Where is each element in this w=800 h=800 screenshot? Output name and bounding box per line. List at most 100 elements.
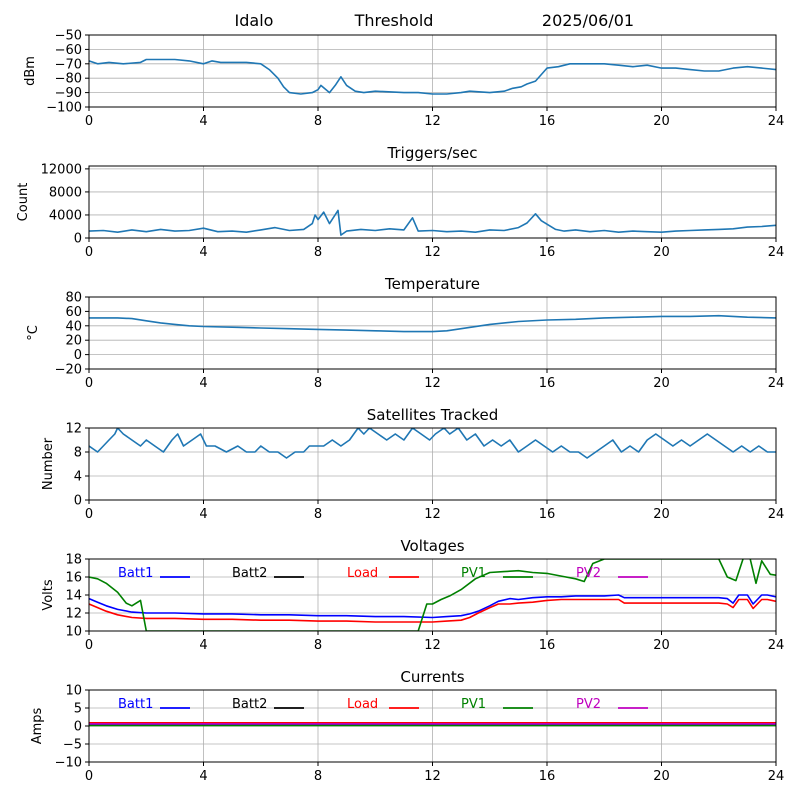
series-group — [89, 559, 776, 631]
y-tick-label: −80 — [55, 72, 82, 87]
x-tick-label: 24 — [768, 376, 785, 391]
legend-label-load: Load — [347, 566, 378, 581]
x-tick-label: 16 — [539, 114, 556, 129]
x-tick-label: 16 — [539, 376, 556, 391]
x-tick-label: 20 — [653, 114, 670, 129]
panel-title: Triggers/sec — [387, 144, 478, 162]
chart-panel-1: 0 4 8 12 16 20 24 −100−90−80−70−60−50 dBm — [23, 29, 784, 130]
y-tick-label: 16 — [65, 571, 82, 586]
x-tick-label: 20 — [653, 245, 670, 260]
x-tick-label: 12 — [424, 376, 441, 391]
chart-panel-6: 0 4 8 12 16 20 24 −10 −5 0 5 10 Amps Currents Batt1 Bat… — [30, 668, 784, 784]
series-group — [89, 721, 776, 727]
y-tick-label: 4000 — [49, 208, 82, 223]
y-tick-label: −10 — [55, 756, 82, 771]
x-tick-label: 0 — [85, 638, 93, 653]
x-tick-label: 20 — [653, 507, 670, 522]
series-line-batt1 — [89, 594, 776, 619]
legend-label-pv2: PV2 — [576, 697, 601, 712]
y-tick-label: 12000 — [41, 162, 82, 177]
x-tick-label: 16 — [539, 507, 556, 522]
legend-label-pv1: PV1 — [461, 697, 486, 712]
x-tick-label: 12 — [424, 638, 441, 653]
x-tick-label: 8 — [314, 638, 322, 653]
y-tick-label: 40 — [65, 319, 82, 334]
y-tick-label: 8000 — [49, 185, 82, 200]
x-tick-label: 24 — [768, 507, 785, 522]
y-tick-label: −60 — [55, 43, 82, 58]
y-tick-label: −50 — [55, 29, 82, 44]
x-tick-label: 4 — [199, 376, 207, 391]
x-tick-label: 0 — [85, 769, 93, 784]
x-tick-label: 4 — [199, 114, 207, 129]
y-tick-label: 0 — [74, 232, 82, 247]
header-station: Idalo — [235, 11, 274, 30]
panel-title: Satellites Tracked — [367, 406, 498, 424]
x-tick-label: 4 — [199, 507, 207, 522]
y-tick-label: −70 — [55, 57, 82, 72]
y-tick-label: 5 — [74, 702, 82, 717]
series-line-1 — [89, 58, 776, 95]
y-tick-label: 80 — [65, 291, 82, 306]
x-tick-label: 8 — [314, 114, 322, 129]
x-tick-label: 0 — [85, 376, 93, 391]
chart-panel-5: 0 4 8 12 16 20 24 10 12 14 16 18 Volts Voltages Batt1 B… — [41, 537, 784, 653]
panel-title: Voltages — [400, 537, 464, 555]
x-tick-label: 8 — [314, 376, 322, 391]
x-tick-label: 20 — [653, 769, 670, 784]
y-tick-label: 12 — [65, 607, 82, 622]
chart-panel-4: 0 4 8 12 16 20 24 0 4 8 12 Number Satellites Tracked — [41, 406, 784, 522]
x-tick-label: 16 — [539, 769, 556, 784]
x-tick-label: 16 — [539, 245, 556, 260]
y-axis-label: °C — [26, 325, 41, 341]
legend-label-pv1: PV1 — [461, 566, 486, 581]
series-group — [89, 314, 776, 333]
x-tick-label: 20 — [653, 638, 670, 653]
x-tick-label: 24 — [768, 114, 785, 129]
chart-panel-2: 0 4 8 12 16 20 24 0 4000 8000 12000 Count Triggers/s… — [16, 144, 784, 260]
x-tick-label: 12 — [424, 245, 441, 260]
x-tick-label: 24 — [768, 638, 785, 653]
y-tick-label: 60 — [65, 305, 82, 320]
y-tick-label: 10 — [65, 625, 82, 640]
x-tick-label: 8 — [314, 507, 322, 522]
y-tick-label: 18 — [65, 553, 82, 568]
y-tick-label: 4 — [74, 470, 82, 485]
y-axis-label: Count — [16, 183, 31, 222]
y-tick-label: 0 — [74, 494, 82, 509]
panel-title: Temperature — [384, 275, 480, 293]
y-tick-label: 10 — [65, 684, 82, 699]
series-group — [89, 209, 776, 236]
y-tick-label: 12 — [65, 422, 82, 437]
header-date: 2025/06/01 — [542, 11, 634, 30]
y-axis-label: Amps — [30, 707, 45, 744]
series-line-1 — [89, 314, 776, 333]
y-tick-label: 0 — [74, 348, 82, 363]
x-tick-label: 24 — [768, 245, 785, 260]
x-tick-label: 12 — [424, 507, 441, 522]
x-tick-label: 0 — [85, 507, 93, 522]
series-line-1 — [89, 209, 776, 236]
y-axis-label: dBm — [23, 56, 38, 86]
panel-title: Currents — [400, 668, 464, 686]
y-tick-label: −100 — [46, 101, 82, 116]
y-axis-label: Number — [41, 437, 56, 490]
legend-label-pv2: PV2 — [576, 566, 601, 581]
x-tick-label: 4 — [199, 245, 207, 260]
series-group — [89, 58, 776, 95]
y-axis-label: Volts — [41, 579, 56, 611]
series-group — [89, 428, 776, 459]
x-tick-label: 4 — [199, 769, 207, 784]
x-tick-label: 12 — [424, 769, 441, 784]
legend-label-load: Load — [347, 697, 378, 712]
legend-label-batt2: Batt2 — [232, 566, 267, 581]
y-tick-label: −5 — [63, 738, 82, 753]
x-tick-label: 8 — [314, 245, 322, 260]
y-tick-label: 0 — [74, 720, 82, 735]
header-label: Threshold — [354, 11, 434, 30]
series-line-1 — [89, 428, 776, 459]
x-tick-label: 4 — [199, 638, 207, 653]
legend-label-batt1: Batt1 — [118, 697, 153, 712]
